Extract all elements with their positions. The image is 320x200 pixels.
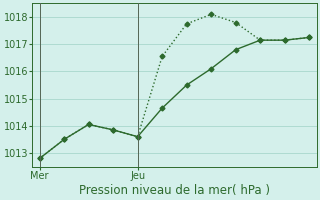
X-axis label: Pression niveau de la mer( hPa ): Pression niveau de la mer( hPa )	[79, 184, 270, 197]
